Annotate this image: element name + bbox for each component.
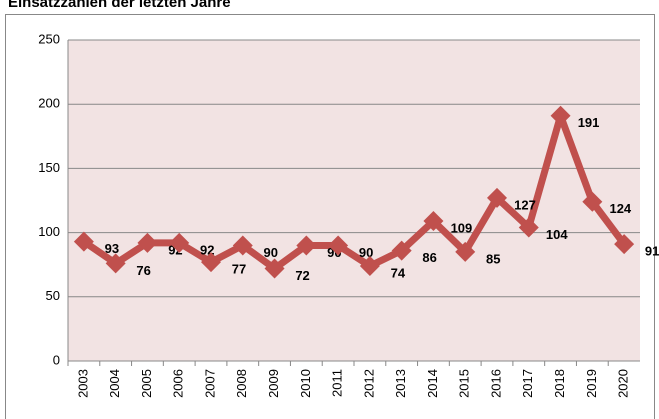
- x-tick-label: 2018: [552, 369, 567, 398]
- x-tick-label: 2009: [266, 369, 281, 398]
- value-label: 76: [136, 263, 150, 278]
- value-label: 85: [486, 251, 500, 266]
- x-tick-label: 2005: [139, 369, 154, 398]
- x-tick-label: 2006: [171, 369, 186, 398]
- x-tick-label: 2013: [393, 369, 408, 398]
- value-label: 77: [232, 262, 246, 277]
- marker: [105, 253, 126, 274]
- marker: [391, 240, 412, 261]
- value-label: 109: [451, 220, 473, 235]
- x-tick-label: 2015: [457, 369, 472, 398]
- y-tick-label: 50: [46, 288, 60, 303]
- value-label: 74: [391, 265, 406, 280]
- value-label: 93: [105, 241, 119, 256]
- x-tick-label: 2017: [520, 369, 535, 398]
- value-label: 191: [578, 115, 600, 130]
- marker: [73, 231, 94, 252]
- x-tick-label: 2011: [330, 369, 345, 397]
- value-label: 90: [359, 245, 373, 260]
- y-tick-label: 200: [38, 96, 60, 111]
- marker: [232, 235, 253, 256]
- x-tick-label: 2020: [616, 369, 631, 398]
- x-tick-label: 2007: [202, 369, 217, 398]
- y-tick-label: 250: [38, 31, 60, 46]
- y-tick-label: 150: [38, 160, 60, 175]
- plot-area: [68, 40, 640, 361]
- value-label: 127: [514, 197, 536, 212]
- marker: [614, 234, 635, 255]
- x-tick-label: 2003: [75, 369, 90, 398]
- value-label: 91: [645, 244, 659, 259]
- x-tick-label: 2019: [584, 369, 599, 398]
- x-tick-label: 2014: [425, 369, 440, 398]
- y-tick-label: 100: [38, 224, 60, 239]
- y-tick-label: 0: [53, 352, 60, 367]
- x-tick-label: 2008: [234, 369, 249, 398]
- marker: [487, 187, 507, 208]
- value-label: 72: [295, 268, 309, 283]
- marker: [423, 211, 444, 232]
- value-label: 86: [422, 250, 436, 265]
- marker: [296, 235, 317, 256]
- value-label: 124: [609, 201, 631, 216]
- marker: [550, 105, 571, 126]
- x-tick-label: 2004: [107, 369, 122, 398]
- chart-title: Einsatzzahlen der letzten Jahre: [8, 0, 231, 11]
- marker: [201, 252, 221, 273]
- marker: [264, 258, 285, 279]
- marker: [582, 191, 603, 212]
- value-label: 104: [546, 227, 568, 242]
- marker: [328, 235, 349, 256]
- x-tick-label: 2016: [488, 369, 503, 398]
- marker: [359, 255, 380, 276]
- marker: [169, 232, 190, 253]
- value-label: 90: [264, 245, 278, 260]
- marker: [518, 217, 539, 238]
- marker: [455, 241, 476, 262]
- marker: [137, 232, 158, 253]
- x-tick-label: 2010: [298, 369, 313, 398]
- x-tick-label: 2012: [361, 369, 376, 398]
